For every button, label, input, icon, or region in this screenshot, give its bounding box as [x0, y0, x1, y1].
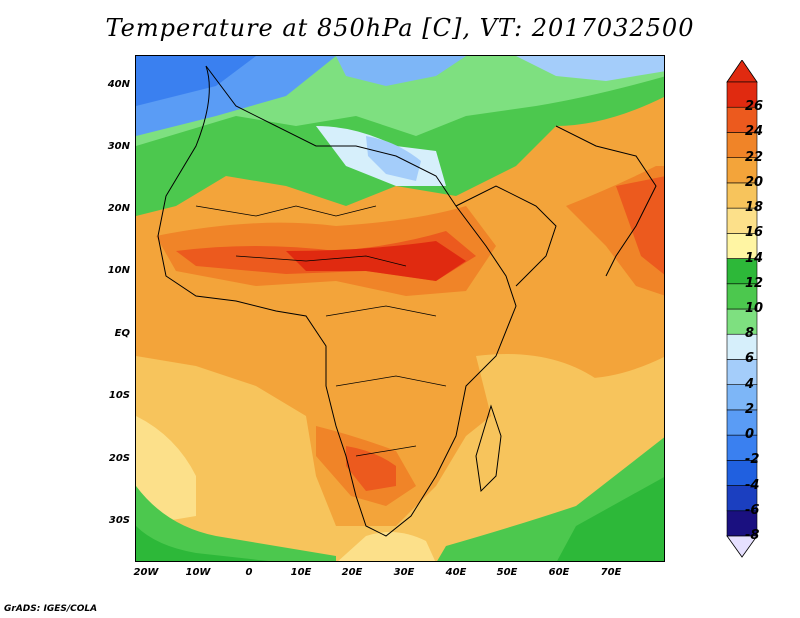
colorbar-level-label: 14: [745, 250, 764, 266]
colorbar-level-label: 4: [745, 376, 755, 392]
lon-tick-label: 70E: [600, 567, 622, 578]
lat-tick-label: 40N: [107, 79, 130, 90]
temperature-map: [135, 55, 665, 562]
colorbar-bin: [726, 81, 758, 108]
colorbar-level-label: -2: [745, 452, 760, 468]
colorbar-bin: [726, 132, 758, 158]
colorbar-level-label: 16: [745, 225, 764, 241]
lon-tick-label: 10E: [290, 567, 312, 578]
colorbar-bin: [726, 283, 758, 310]
colorbar-bin: [726, 106, 758, 133]
colorbar-min-arrow: [726, 535, 758, 558]
lon-tick-label: 50E: [496, 567, 518, 578]
lat-tick-label: 30N: [107, 141, 130, 152]
credit-label: GrADS: IGES/COLA: [4, 604, 98, 614]
colorbar-level-label: 12: [745, 275, 764, 291]
colorbar-level-label: 6: [745, 351, 755, 367]
colorbar-bin: [726, 333, 758, 360]
colorbar-level-label: 2: [745, 401, 755, 417]
colorbar: [726, 60, 758, 558]
colorbar-max-arrow: [726, 60, 758, 83]
lat-tick-label: 20S: [108, 453, 130, 464]
colorbar-level-label: 24: [745, 124, 764, 140]
colorbar-level-label: 10: [745, 301, 764, 316]
lat-tick-label: EQ: [114, 328, 130, 339]
colorbar-level-label: 26: [745, 99, 764, 115]
lon-tick-label: 40E: [445, 567, 467, 578]
lon-tick-label: 60E: [548, 567, 570, 578]
lon-tick-label: 0: [245, 567, 253, 578]
colorbar-level-label: 0: [745, 427, 755, 443]
colorbar-level-label: -6: [745, 502, 760, 518]
colorbar-bin: [726, 182, 758, 209]
colorbar-bin: [726, 510, 758, 537]
lon-tick-label: 20W: [133, 567, 159, 578]
lat-tick-label: 10N: [107, 265, 130, 276]
lon-tick-label: 10W: [185, 567, 211, 578]
colorbar-bin: [726, 233, 758, 259]
colorbar-level-label: -4: [745, 477, 760, 493]
lat-tick-label: 10S: [108, 390, 130, 401]
colorbar-bin: [726, 359, 758, 385]
colorbar-bin: [726, 485, 758, 512]
colorbar-bin: [726, 207, 758, 234]
colorbar-bin: [726, 308, 758, 335]
lon-tick-label: 30E: [393, 567, 415, 578]
lat-tick-label: 20N: [107, 203, 130, 214]
colorbar-level-label: 18: [745, 200, 764, 216]
lon-tick-label: 20E: [341, 567, 363, 578]
colorbar-level-label: 8: [745, 326, 755, 342]
temperature-field: [136, 56, 664, 561]
lat-tick-label: 30S: [108, 515, 130, 526]
map-title: Temperature at 850hPa [C], VT: 201703250…: [105, 14, 695, 42]
colorbar-level-label: -8: [745, 528, 760, 543]
colorbar-bin: [726, 157, 758, 184]
colorbar-level-label: 22: [745, 149, 764, 165]
colorbar-level-label: 20: [745, 174, 764, 190]
